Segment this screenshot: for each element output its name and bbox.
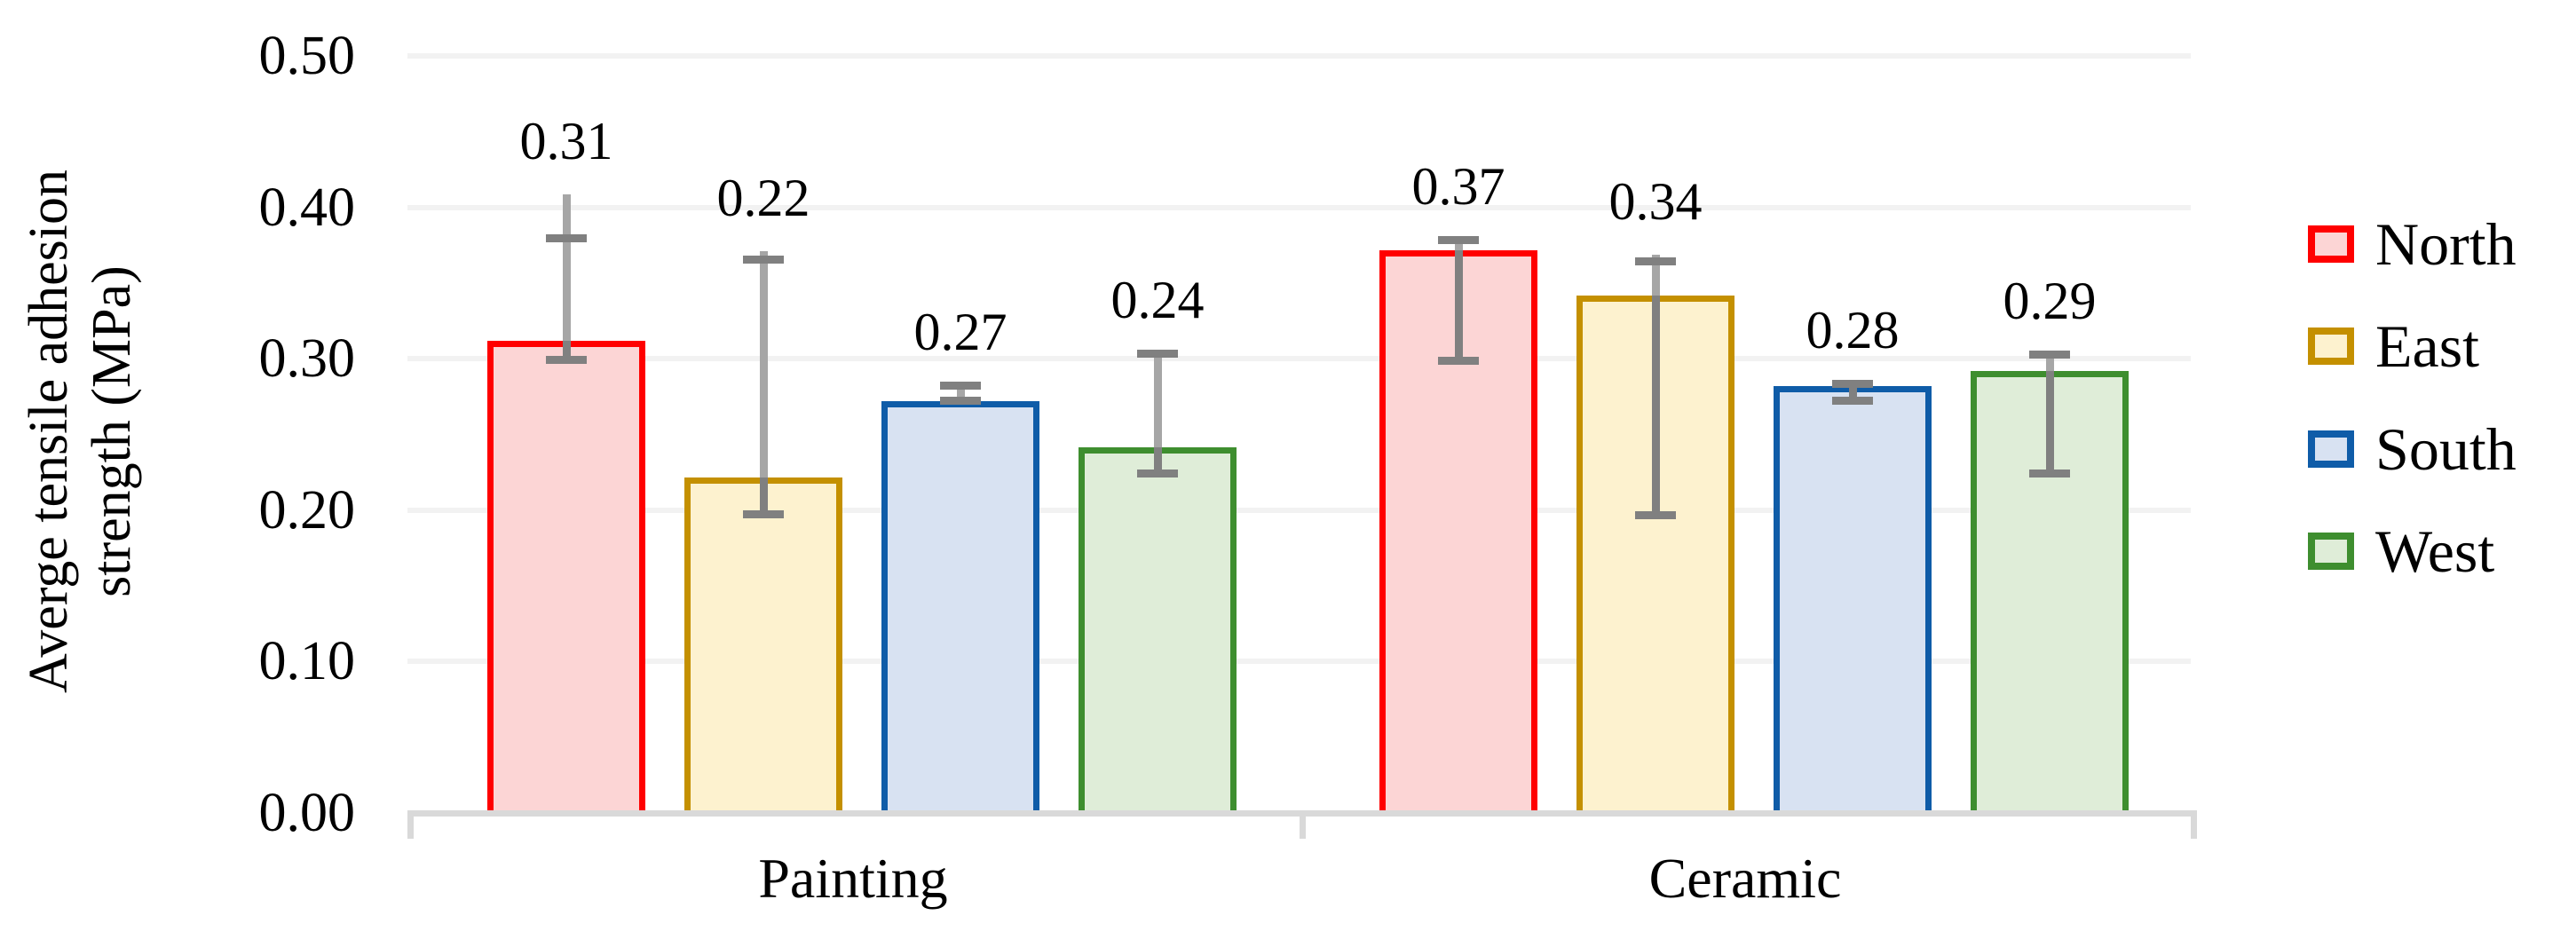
error-bar-inner-line-ceramic-west: [2046, 371, 2054, 473]
error-bar-top-cap-painting-south: [940, 382, 981, 390]
data-label-painting-south: 0.27: [913, 303, 1007, 361]
error-bar-inner-line-painting-east: [760, 477, 768, 514]
legend-swatch-east: [2308, 328, 2354, 365]
legend-swatch-north: [2308, 225, 2354, 263]
gridline-0.40: [407, 205, 2191, 210]
legend-label-west: West: [2375, 517, 2495, 585]
error-bar-bottom-cap-ceramic-south: [1832, 397, 1873, 405]
error-bar-line-painting-north: [563, 194, 571, 359]
error-bar-line-painting-east: [760, 251, 768, 514]
legend-swatch-south: [2308, 430, 2354, 468]
data-label-ceramic-north: 0.37: [1411, 157, 1505, 216]
error-bar-inner-line-ceramic-east: [1652, 296, 1660, 515]
bar-painting-south: [881, 401, 1039, 810]
error-bar-inner-line-ceramic-south: [1849, 386, 1857, 400]
bar-ceramic-south: [1774, 386, 1932, 810]
category-label-painting: Painting: [758, 847, 948, 910]
error-bar-top-cap-painting-north: [546, 234, 587, 242]
error-bar-inner-line-painting-west: [1154, 447, 1162, 473]
gridline-0.10: [407, 659, 2191, 664]
y-axis-title: Averge tensile adhesion strength (MPa): [18, 0, 151, 919]
legend-label-south: South: [2375, 415, 2517, 483]
y-tick-label-0.20: 0.20: [258, 480, 356, 541]
gridline-0.50: [407, 53, 2191, 59]
data-label-ceramic-south: 0.28: [1806, 301, 1900, 359]
data-label-painting-east: 0.22: [716, 169, 810, 227]
data-label-ceramic-east: 0.34: [1608, 172, 1703, 231]
error-bar-top-cap-ceramic-east: [1635, 257, 1676, 265]
legend-swatch-west: [2308, 533, 2354, 570]
error-bar-inner-line-ceramic-north: [1455, 250, 1463, 360]
gridline-0.30: [407, 356, 2191, 361]
y-axis-title-line2: strength (MPa): [82, 265, 143, 597]
x-axis-tick-2: [2191, 810, 2197, 839]
y-tick-label-0.10: 0.10: [258, 631, 356, 691]
y-tick-label-0.00: 0.00: [258, 783, 356, 843]
gridline-0.20: [407, 508, 2191, 513]
y-tick-label-0.30: 0.30: [258, 328, 356, 389]
x-axis-tick-1: [1300, 810, 1306, 839]
error-bar-inner-line-painting-north: [563, 341, 571, 359]
error-bar-line-painting-south: [957, 385, 965, 400]
error-bar-top-cap-ceramic-south: [1832, 380, 1873, 388]
error-bar-top-cap-ceramic-west: [2029, 351, 2070, 359]
bar-painting-east: [684, 477, 842, 810]
error-bar-bottom-cap-ceramic-east: [1635, 511, 1676, 519]
data-label-painting-north: 0.31: [519, 112, 613, 170]
x-axis-tick-0: [407, 810, 414, 839]
error-bar-line-painting-west: [1154, 353, 1162, 473]
error-bar-top-cap-ceramic-north: [1438, 236, 1479, 244]
error-bar-bottom-cap-painting-north: [546, 356, 587, 364]
error-bar-top-cap-painting-west: [1137, 350, 1178, 358]
error-bar-top-cap-painting-east: [743, 256, 784, 264]
y-tick-label-0.50: 0.50: [258, 26, 356, 86]
y-axis-title-line1: Averge tensile adhesion: [19, 170, 79, 693]
error-bar-bottom-cap-painting-south: [940, 397, 981, 405]
bar-painting-west: [1079, 447, 1237, 810]
data-label-ceramic-west: 0.29: [2003, 272, 2097, 330]
error-bar-bottom-cap-ceramic-west: [2029, 470, 2070, 477]
category-label-ceramic: Ceramic: [1648, 847, 1842, 910]
data-label-painting-west: 0.24: [1110, 271, 1205, 329]
legend-label-east: East: [2375, 312, 2480, 380]
bar-painting-north: [487, 341, 645, 810]
y-tick-label-0.40: 0.40: [258, 178, 356, 238]
error-bar-bottom-cap-ceramic-north: [1438, 357, 1479, 365]
error-bar-bottom-cap-painting-east: [743, 510, 784, 518]
legend-label-north: North: [2375, 210, 2517, 278]
error-bar-bottom-cap-painting-west: [1137, 470, 1178, 477]
